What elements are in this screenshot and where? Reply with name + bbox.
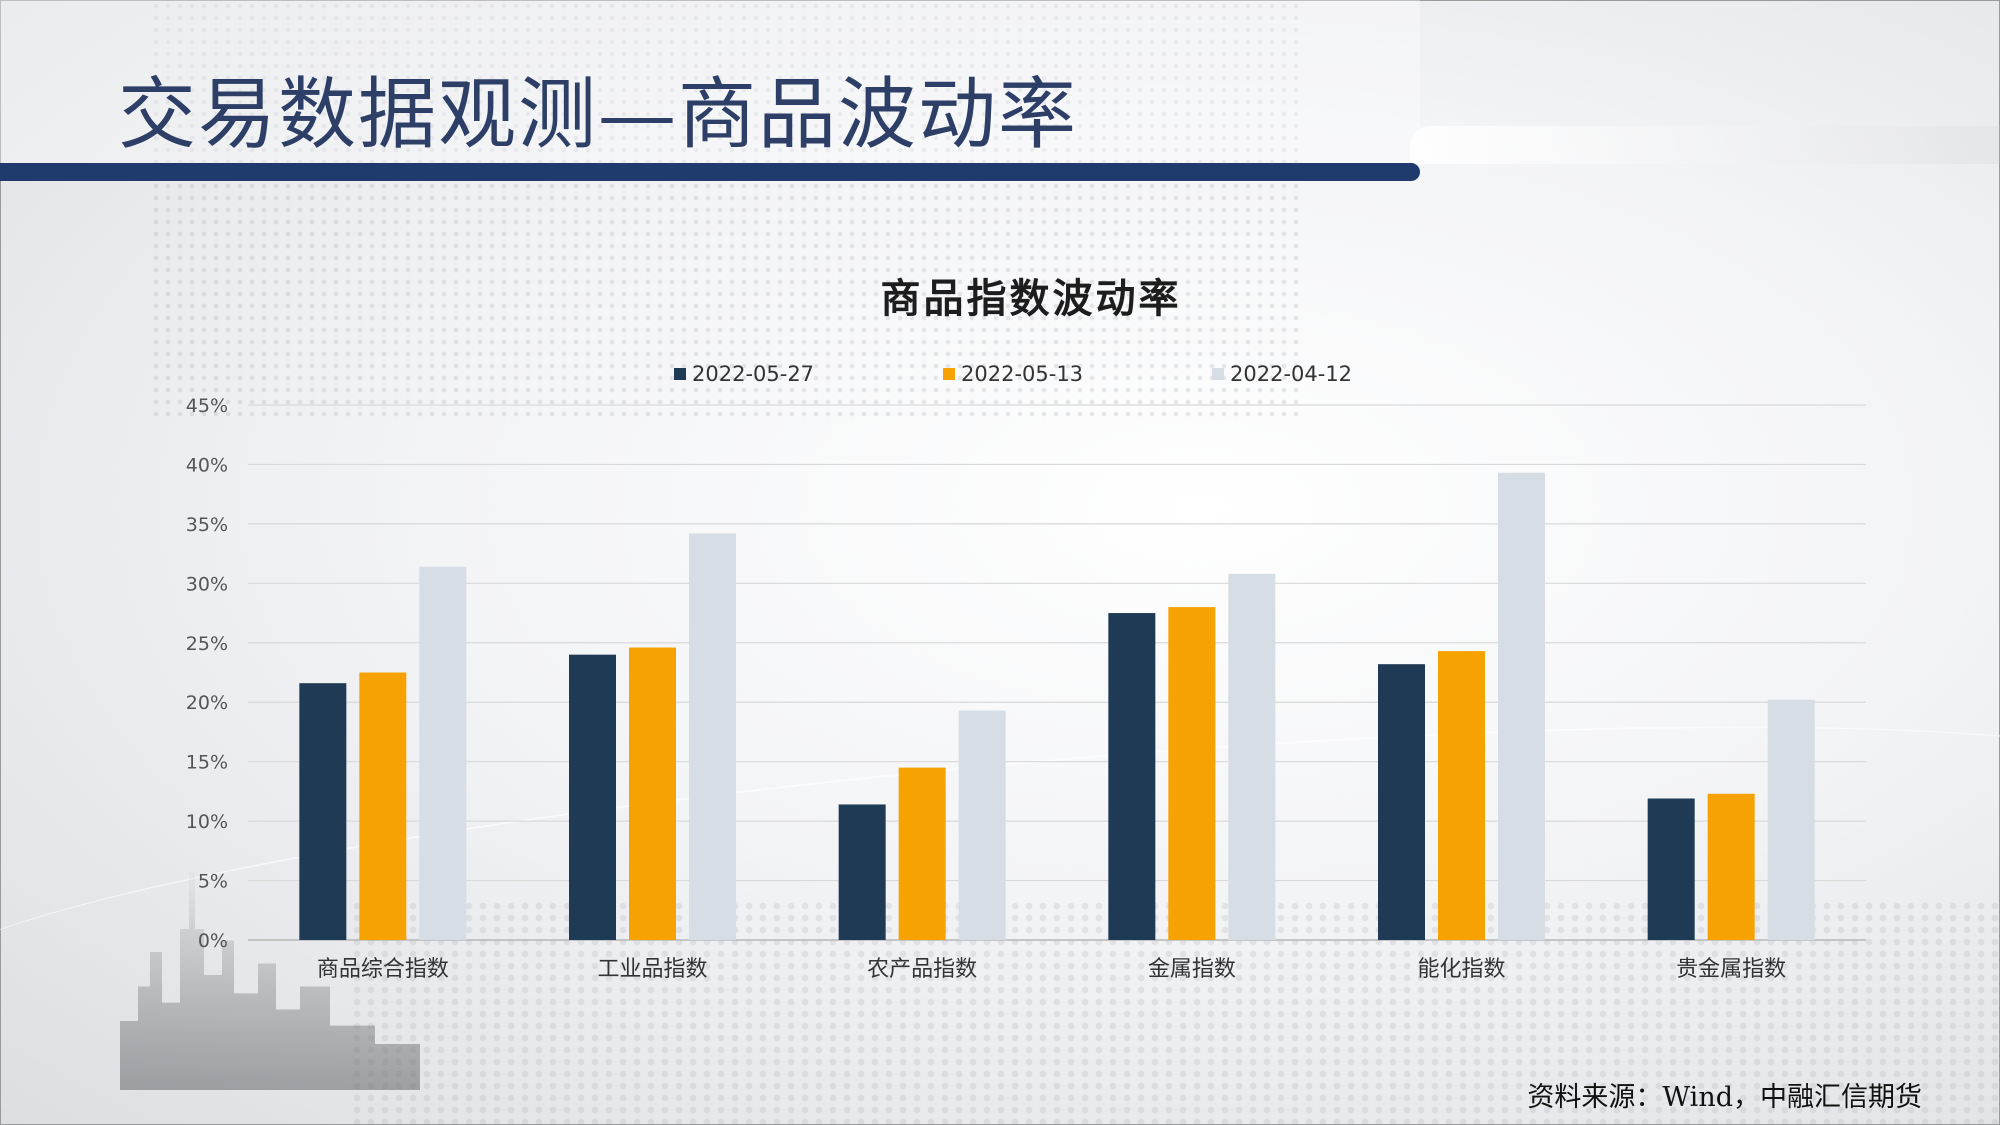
source-note: 资料来源：Wind，中融汇信期货 bbox=[1527, 1082, 1922, 1113]
chart-legend: 2022-05-27 2022-05-13 2022-04-12 bbox=[0, 362, 2000, 392]
chart-title: 商品指数波动率 bbox=[880, 276, 1182, 322]
page-title: 交易数据观测—商品波动率 bbox=[118, 70, 1079, 160]
legend-item-series-3: 2022-04-12 bbox=[1212, 362, 1352, 386]
world-map-background bbox=[150, 0, 1300, 420]
legend-label-series-3: 2022-04-12 bbox=[1230, 362, 1353, 386]
title-accent-highlight bbox=[1410, 126, 2000, 164]
legend-label-series-1: 2022-05-27 bbox=[692, 362, 815, 386]
legend-swatch-series-3 bbox=[1212, 368, 1224, 380]
legend-item-series-2: 2022-05-13 bbox=[943, 362, 1083, 386]
legend-swatch-series-2 bbox=[943, 368, 955, 380]
legend-item-series-1: 2022-05-27 bbox=[674, 362, 814, 386]
legend-label-series-2: 2022-05-13 bbox=[961, 362, 1084, 386]
legend-swatch-series-1 bbox=[674, 368, 686, 380]
title-band bbox=[0, 0, 1420, 175]
title-underline bbox=[0, 163, 1420, 181]
